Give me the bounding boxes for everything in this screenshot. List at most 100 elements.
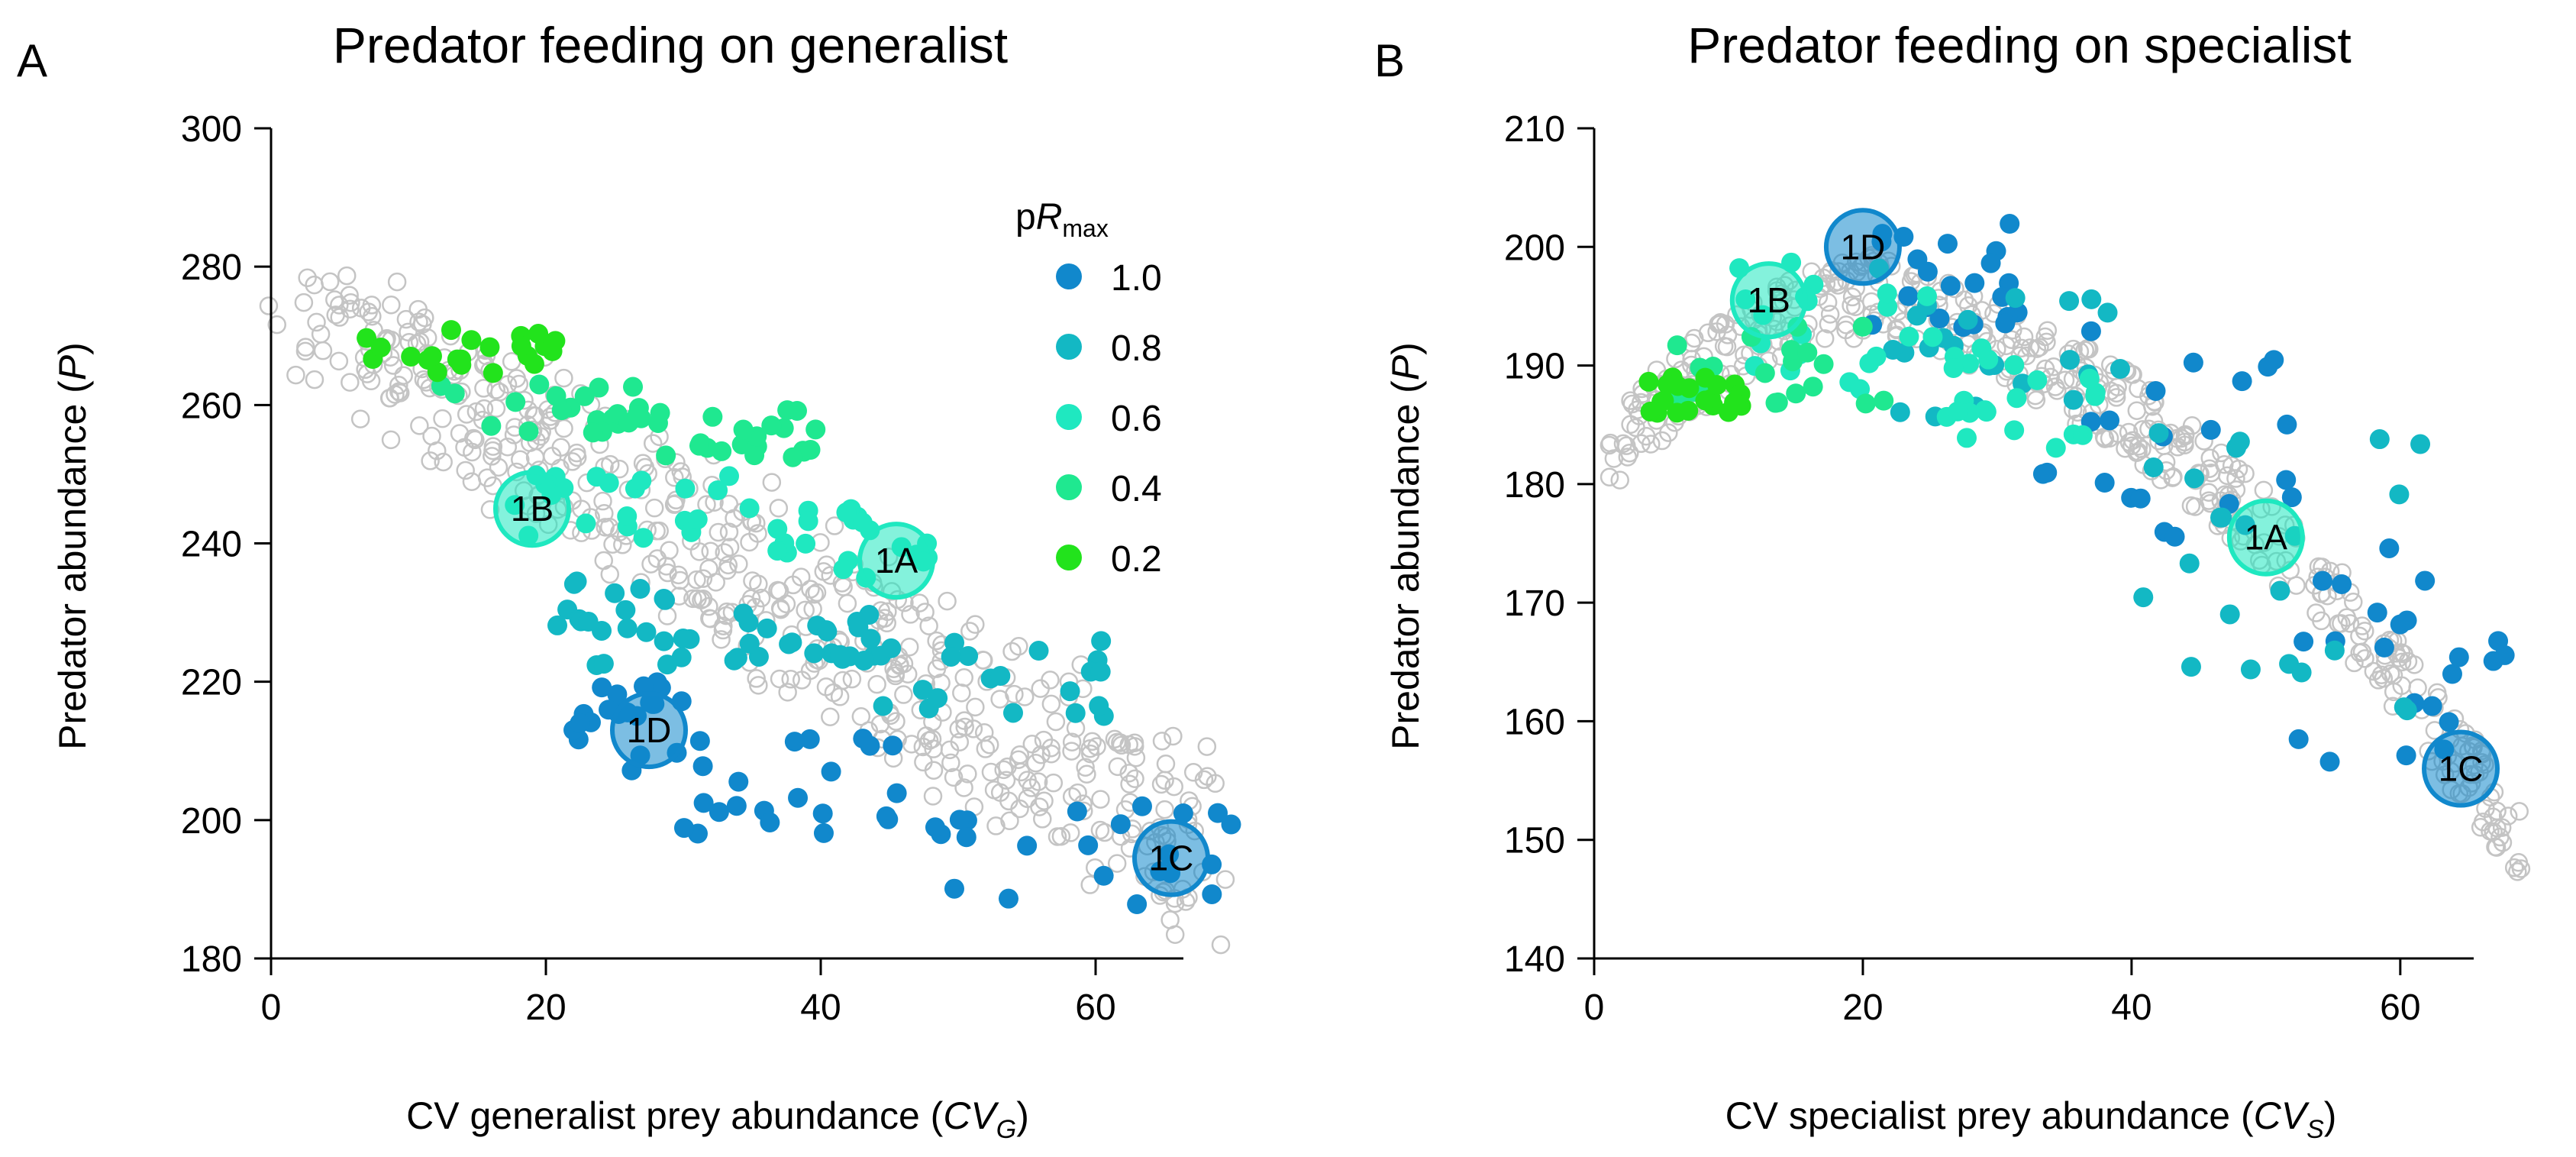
panel-b-series-point-1-0 — [2000, 214, 2020, 234]
panel-b-background-point — [2498, 806, 2518, 826]
panel-a-series-point-1-0 — [944, 878, 964, 899]
panel-b-series-point-0-6 — [2079, 368, 2100, 389]
panel-b-annotation-circle — [1823, 208, 1902, 286]
panel-b-annotation-circle — [1729, 261, 1808, 340]
panel-a-background-point — [683, 589, 702, 609]
panel-a-annotations: 1A 1B 1C 1D — [493, 470, 1210, 897]
panel-a-background-point — [817, 555, 836, 574]
panel-a-background-point — [952, 684, 971, 703]
panel-a-background-point — [601, 454, 620, 474]
panel-a-background-point — [329, 351, 349, 371]
panel-a-series-point-1-0 — [784, 732, 805, 752]
panel-a-background-point — [1080, 875, 1099, 894]
panel-a-background-point — [838, 593, 857, 613]
panel-a-series-point-0-4 — [546, 386, 567, 406]
panel-b-series-point-0-6 — [2045, 438, 2066, 458]
panel-b-series-point-1-0 — [2367, 603, 2387, 623]
panel-a-series-point-0-4 — [529, 374, 550, 395]
panel-b-background-point — [2287, 576, 2306, 595]
panel-a-background-point — [1215, 870, 1235, 889]
panel-a-background-point — [886, 666, 905, 686]
panel-b-series-point-1-0 — [2374, 637, 2394, 658]
panel-a-series-point-1-0 — [812, 803, 833, 824]
panel-a-annotation-circle — [1132, 819, 1210, 897]
panel-a-background-point — [340, 286, 359, 305]
panel-a-y-tick-label: 240 — [181, 525, 242, 565]
panel-a-background-point — [650, 521, 669, 541]
panel-a-series-point-1-0 — [1221, 814, 1241, 835]
panel-a-background-point — [1002, 642, 1022, 661]
panel-a-background-point — [792, 671, 812, 690]
panel-b-series-point-0-8 — [2229, 431, 2250, 452]
panel-a-background-point — [960, 622, 980, 641]
panel-b-background-point — [2344, 592, 2363, 612]
panel-b-x-tick-label: 0 — [1584, 987, 1605, 1028]
panel-b-background-point — [1997, 336, 2016, 356]
panel-b-background-point — [1652, 431, 1672, 451]
panel-a-series-point-0-2 — [479, 337, 500, 357]
panel-a-series-point-0-8 — [1002, 703, 1023, 723]
panel-a-background-point — [996, 771, 1016, 790]
panel-b-series-point-0-6 — [2006, 388, 2027, 409]
panel-a-series-point-0-8 — [958, 645, 979, 666]
panel-a-series-point-0-4 — [444, 383, 465, 404]
panel-b-series-point-0-6 — [2027, 370, 2048, 390]
panel-a-background-point — [981, 762, 1001, 782]
panel-a-background-point — [1211, 935, 1231, 955]
panel-a-background-point — [1015, 687, 1035, 706]
panel-a-background-point — [330, 308, 349, 327]
panel-a-y-label: Predator abundance (P) — [51, 342, 94, 750]
panel-a-series-point-1-0 — [709, 802, 729, 823]
panel-b-series-point-1-0 — [2130, 488, 2151, 509]
panel-b-background-point — [2014, 327, 2034, 347]
panel-a-series-point-0-6 — [708, 480, 728, 500]
panel-b-series-point-0-6 — [1959, 354, 1980, 374]
panel-a-background-point — [938, 591, 957, 611]
panel-b-background-point — [2306, 603, 2326, 622]
panel-a-y-tick-label: 280 — [181, 247, 242, 288]
panel-b-y-label-suffix: ) — [1384, 342, 1427, 355]
panel-b-y-tick-label: 180 — [1504, 465, 1565, 506]
panel-a-series-point-1-0 — [728, 771, 749, 792]
panel-b-series-point-0-8 — [2059, 291, 2080, 312]
panel-a-background-point — [389, 376, 408, 395]
panel-a-background-point — [337, 266, 357, 286]
panel-a-background-point — [294, 292, 314, 312]
panel-b-annotation-label: 1C — [2439, 749, 2484, 789]
panel-a-series-point-1-0 — [1110, 814, 1131, 835]
panel-a-series-point-0-8 — [605, 583, 625, 603]
panel-a-series-point-0-6 — [719, 466, 740, 486]
panel-a-annotation-label: 1C — [1149, 839, 1194, 878]
panel-a-series-point-1-0 — [1127, 894, 1148, 915]
panel-a-background-point — [1041, 671, 1060, 690]
legend-label-0-8: 0.8 — [1111, 328, 1162, 369]
panel-b-background-point — [1717, 337, 1737, 357]
panel-a-background-point — [842, 669, 862, 689]
panel-b-series-point-0-2 — [1638, 371, 1659, 392]
panel-a-series-point-1-0 — [1093, 865, 1114, 886]
panel-a-background-point — [1155, 771, 1174, 790]
panel-a-background-point — [1031, 679, 1051, 698]
panel-a-background-point — [457, 405, 476, 424]
panel-b-series-point-0-8 — [2184, 468, 2205, 489]
panel-a-background-point — [994, 760, 1013, 780]
panel-a-series-point-0-4 — [689, 435, 709, 456]
panel-a-series-point-0-8 — [881, 638, 902, 658]
panel-b-series-point-1-0 — [2100, 410, 2120, 431]
panel-b-series-point-1-0 — [2442, 664, 2462, 684]
panel-a-background-point — [609, 459, 629, 479]
panel-a-annotation-label: 1D — [627, 710, 672, 750]
panel-a-series-point-0-8 — [563, 574, 584, 594]
panel-a-background-point — [701, 541, 720, 561]
panel-a-background-point — [749, 676, 768, 695]
panel-b-background-point — [1842, 296, 1861, 315]
panel-a-x-label-suffix: ) — [1016, 1094, 1029, 1137]
panel-a-background-point — [719, 522, 739, 541]
panel-a-background-point — [305, 370, 324, 389]
panel-a-series-point-0-4 — [650, 402, 670, 423]
panel-a-background-point — [666, 494, 685, 513]
panel-a-series-point-0-8 — [1028, 641, 1049, 661]
panel-a-background-point — [1107, 854, 1127, 873]
panel-b-title: Predator feeding on specialist — [1687, 17, 2352, 73]
panel-a-series-point-0-8 — [655, 590, 676, 610]
